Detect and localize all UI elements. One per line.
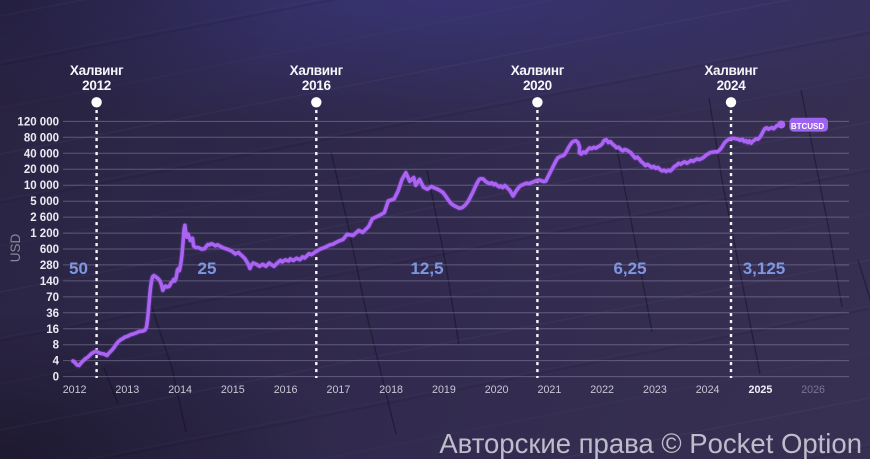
svg-text:2012: 2012 [82, 78, 111, 93]
svg-text:25: 25 [198, 259, 217, 278]
svg-text:2020: 2020 [523, 78, 552, 93]
svg-text:2023: 2023 [643, 384, 667, 396]
svg-text:2022: 2022 [590, 384, 614, 396]
svg-text:Халвинг: Халвинг [704, 63, 758, 78]
svg-text:Халвинг: Халвинг [70, 63, 124, 78]
svg-text:280: 280 [40, 260, 59, 272]
svg-text:Авторские права © Pocket Optio: Авторские права © Pocket Option [439, 428, 862, 459]
svg-text:2013: 2013 [115, 384, 139, 396]
svg-text:USD: USD [8, 234, 23, 263]
svg-text:140: 140 [40, 276, 59, 288]
svg-text:36: 36 [46, 308, 59, 320]
svg-text:2 600: 2 600 [30, 212, 59, 224]
svg-text:2012: 2012 [63, 384, 87, 396]
svg-text:12,5: 12,5 [410, 259, 443, 278]
svg-text:600: 600 [40, 244, 59, 256]
svg-text:0: 0 [53, 372, 59, 384]
svg-text:2019: 2019 [432, 384, 456, 396]
svg-text:BTCUSD: BTCUSD [791, 122, 825, 131]
svg-text:16: 16 [46, 324, 59, 336]
svg-text:Халвинг: Халвинг [290, 63, 344, 78]
svg-text:80 000: 80 000 [24, 132, 59, 144]
svg-text:2024: 2024 [717, 78, 747, 93]
svg-text:2025: 2025 [749, 384, 773, 396]
svg-text:2015: 2015 [221, 384, 245, 396]
svg-text:2020: 2020 [485, 384, 509, 396]
svg-text:2016: 2016 [274, 384, 298, 396]
svg-text:20 000: 20 000 [24, 164, 59, 176]
svg-text:2017: 2017 [327, 384, 351, 396]
svg-text:120 000: 120 000 [17, 116, 59, 128]
svg-text:5 000: 5 000 [30, 196, 59, 208]
svg-text:2026: 2026 [801, 384, 825, 396]
svg-text:2018: 2018 [379, 384, 403, 396]
svg-text:8: 8 [53, 340, 60, 352]
svg-text:Халвинг: Халвинг [511, 63, 565, 78]
svg-text:2024: 2024 [696, 384, 720, 396]
svg-text:2016: 2016 [302, 78, 332, 93]
svg-text:50: 50 [69, 259, 88, 278]
svg-text:3,125: 3,125 [743, 259, 786, 278]
svg-text:2014: 2014 [168, 384, 192, 396]
svg-text:70: 70 [46, 292, 59, 304]
svg-text:2021: 2021 [538, 384, 562, 396]
svg-text:4: 4 [53, 356, 60, 368]
svg-text:1 200: 1 200 [30, 228, 59, 240]
svg-text:6,25: 6,25 [613, 259, 646, 278]
svg-text:10 000: 10 000 [24, 180, 59, 192]
svg-text:40 000: 40 000 [24, 148, 59, 160]
